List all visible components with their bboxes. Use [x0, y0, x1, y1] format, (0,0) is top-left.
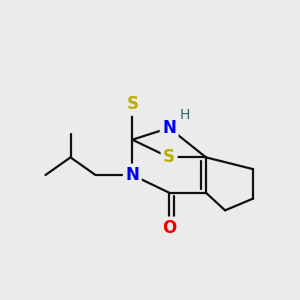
Text: S: S [163, 148, 175, 166]
Text: S: S [126, 95, 138, 113]
Text: O: O [162, 219, 176, 237]
Text: N: N [162, 119, 176, 137]
Text: H: H [179, 108, 190, 122]
Text: N: N [125, 166, 139, 184]
